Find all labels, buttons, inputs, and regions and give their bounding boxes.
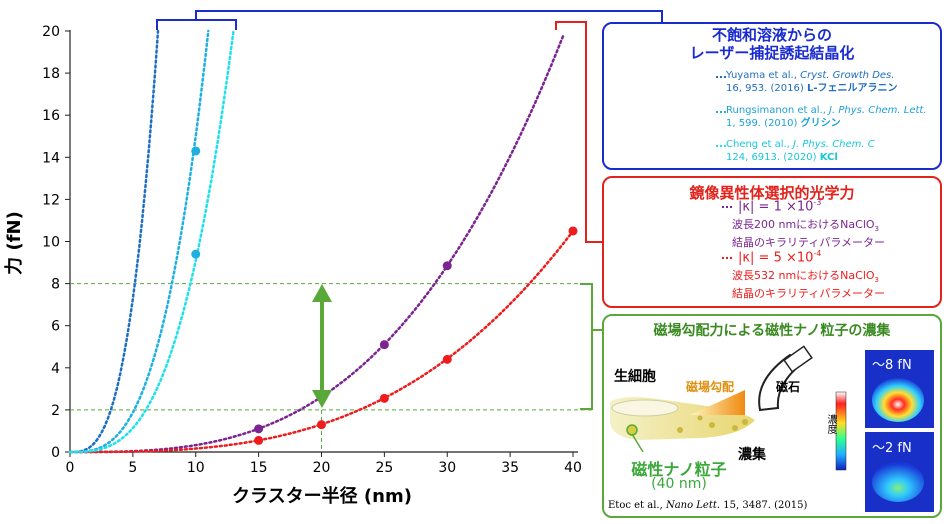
live-cell-label: 生細胞 — [614, 369, 656, 385]
concentration-label: 濃集 — [738, 447, 766, 463]
x-tick-label: 20 — [313, 460, 331, 476]
ref-cheng: Cheng et al., J. Phys. Chem. C 124, 6913… — [726, 138, 938, 164]
data-point — [442, 354, 452, 364]
nanoparticle-label: 磁性ナノ粒子 — [631, 460, 727, 479]
kappa-1-value: |κ| = 1 ×10 — [738, 199, 814, 215]
data-point — [191, 249, 201, 259]
ref-detail: 1, 599. (2010) — [726, 118, 801, 129]
data-point — [191, 146, 201, 156]
data-point — [379, 340, 389, 350]
legend-swatch-blue — [716, 76, 726, 78]
kappa-2-value: |κ| = 5 ×10 — [738, 250, 814, 266]
curve-kcl — [68, 29, 235, 454]
desc1-b: 結晶のキラリティパラメーター — [732, 236, 886, 250]
data-point — [442, 261, 452, 271]
y-tick-label: 10 — [42, 235, 60, 251]
data-point — [568, 226, 578, 236]
nanoparticle-size: (40 nm) — [651, 476, 707, 492]
laser-crystallization-panel: 不飽和溶液からの レーザー捕捉誘起結晶化 Yuyama et al., Crys… — [602, 22, 942, 170]
ref-compound: KCl — [819, 152, 838, 163]
x-tick-label: 5 — [128, 460, 137, 476]
kappa-2-label: |κ| = 5 ×10-4 — [738, 249, 821, 265]
ref-detail: 15, 3487. (2015) — [720, 500, 808, 511]
x-tick-label: 30 — [438, 460, 456, 476]
ref-compound: L-フェニルアラニン — [806, 83, 898, 94]
force-8fn-label: 〜8 fN — [872, 358, 912, 373]
legend-swatch-purple — [722, 206, 732, 208]
y-tick-label: 2 — [51, 403, 60, 419]
magnet-label: 磁石 — [776, 380, 801, 394]
laser-panel-title: 不飽和溶液からの レーザー捕捉誘起結晶化 — [604, 26, 940, 62]
desc1-a: 波長200 nmにおけるNaClO — [732, 218, 875, 231]
ref-journal: J. Phys. Chem. Lett. — [829, 105, 927, 116]
desc2-sub: 3 — [874, 276, 880, 285]
ref-compound: グリシン — [800, 118, 841, 129]
laser-title-line1: 不飽和溶液からの — [711, 26, 832, 44]
legend-swatch-red — [722, 257, 732, 259]
ref-yuyama: Yuyama et al., Cryst. Growth Des. 16, 95… — [726, 69, 938, 95]
force-range-arrow — [312, 284, 332, 408]
y-tick-label: 12 — [42, 192, 60, 208]
kappa-1-exponent: -3 — [813, 198, 822, 207]
x-tick-label: 15 — [250, 460, 268, 476]
x-tick-label: 10 — [187, 460, 205, 476]
y-tick-label: 8 — [51, 277, 60, 293]
desc1-sub: 3 — [874, 225, 880, 234]
legend-swatch-teal — [716, 145, 726, 147]
chiral-panel-title: 鏡像異性体選択的光学力 — [689, 184, 855, 202]
curve-l-phenylalanine — [68, 29, 160, 454]
x-tick-label: 25 — [375, 460, 393, 476]
kappa-2-exponent: -4 — [813, 249, 822, 258]
desc2-a: 波長532 nmにおけるNaClO — [732, 269, 875, 282]
ref-authors: Etoc et al., — [608, 500, 666, 511]
etoc-reference: Etoc et al., Nano Lett. 15, 3487. (2015) — [608, 500, 807, 511]
y-tick-label: 14 — [42, 150, 60, 166]
magnetic-concentration-panel: 磁場勾配力による磁性ナノ粒子の濃集 生細胞 磁場勾配 磁石 濃集 磁性ナノ粒子 … — [602, 314, 942, 518]
y-tick-label: 4 — [51, 361, 60, 377]
ref-authors: Yuyama et al., — [726, 70, 801, 81]
laser-title-line2: レーザー捕捉誘起結晶化 — [689, 44, 855, 62]
heatmap-images — [835, 350, 934, 512]
ref-journal: Nano Lett. — [665, 500, 721, 511]
field-gradient-label: 磁場勾配 — [686, 380, 735, 394]
y-axis-label: 力 (fN) — [4, 211, 25, 275]
x-tick-label: 0 — [66, 460, 75, 476]
x-tick-label: 40 — [564, 460, 582, 476]
colorbar-label: 濃度 — [825, 414, 836, 434]
panel-connectors — [156, 10, 663, 410]
kappa-1-label: |κ| = 1 ×10-3 — [738, 198, 821, 214]
ref-journal: J. Phys. Chem. C — [793, 139, 875, 150]
data-point — [379, 393, 389, 403]
y-tick-label: 18 — [42, 66, 60, 82]
y-tick-label: 16 — [42, 108, 60, 124]
kappa-2-description: 波長532 nmにおけるNaClO3 結晶のキラリティパラメーター — [732, 269, 885, 300]
x-tick-label: 35 — [501, 460, 519, 476]
ref-authors: Rungsimanon et al., — [726, 105, 830, 116]
y-tick-label: 0 — [51, 445, 60, 461]
y-tick-label: 6 — [51, 319, 60, 335]
kappa-1-description: 波長200 nmにおけるNaClO3 結晶のキラリティパラメーター — [732, 218, 885, 249]
y-tick-label: 20 — [42, 24, 60, 40]
force-2fn-label: 〜2 fN — [872, 441, 912, 456]
ref-authors: Cheng et al., — [726, 139, 794, 150]
data-point — [254, 435, 264, 445]
ref-rungsimanon: Rungsimanon et al., J. Phys. Chem. Lett.… — [726, 104, 938, 130]
data-point — [317, 420, 326, 430]
data-point — [254, 424, 264, 434]
magnetic-illustration — [610, 345, 813, 453]
chiral-force-panel: 鏡像異性体選択的光学力 |κ| = 1 ×10-3 波長200 nmにおけるNa… — [602, 176, 942, 308]
curve-glycine — [68, 29, 210, 454]
x-axis-label: クラスター半径 (nm) — [232, 485, 412, 507]
legend-swatch-cyan — [716, 111, 726, 113]
magnetic-panel-title: 磁場勾配力による磁性ナノ粒子の濃集 — [653, 323, 891, 339]
ref-detail: 124, 6913. (2020) — [726, 152, 820, 163]
desc2-b: 結晶のキラリティパラメーター — [732, 287, 886, 301]
ref-journal: Cryst. Growth Des. — [800, 70, 895, 81]
ref-detail: 16, 953. (2016) — [726, 83, 807, 94]
